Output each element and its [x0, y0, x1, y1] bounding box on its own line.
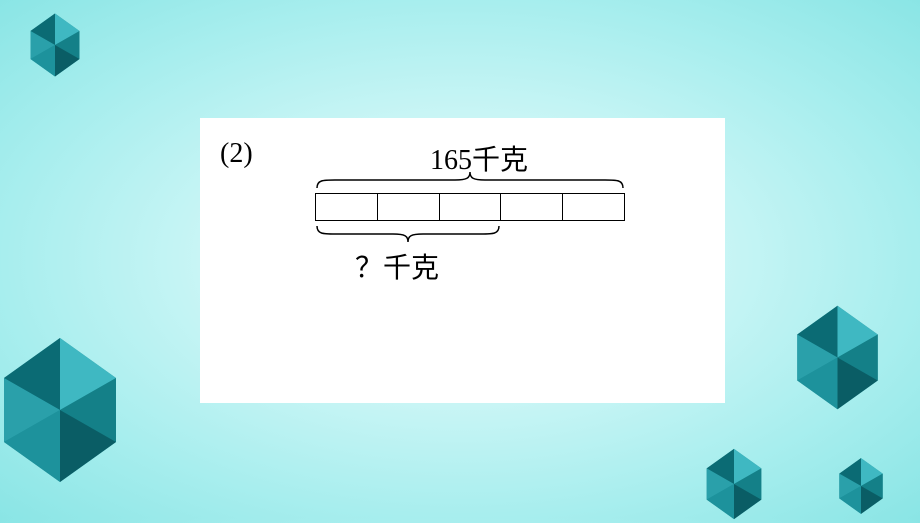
bar-segment [501, 194, 563, 220]
bar-segment [563, 194, 624, 220]
slide-content-panel: (2) 165千克 ？千克 [200, 118, 725, 403]
polyhedron-decoration-5 [830, 455, 892, 517]
bar-diagram [315, 193, 625, 221]
polyhedron-decoration-3 [780, 300, 895, 415]
bar-segment [440, 194, 502, 220]
bottom-brace [315, 224, 501, 244]
polyhedron-decoration-2 [0, 330, 140, 490]
bar-segment [378, 194, 440, 220]
bar-segment [316, 194, 378, 220]
question-weight-label: ？千克 [355, 246, 439, 286]
polyhedron-decoration-4 [695, 445, 773, 523]
problem-number: (2) [220, 138, 253, 170]
top-brace [315, 170, 625, 190]
polyhedron-decoration-1 [20, 10, 90, 80]
